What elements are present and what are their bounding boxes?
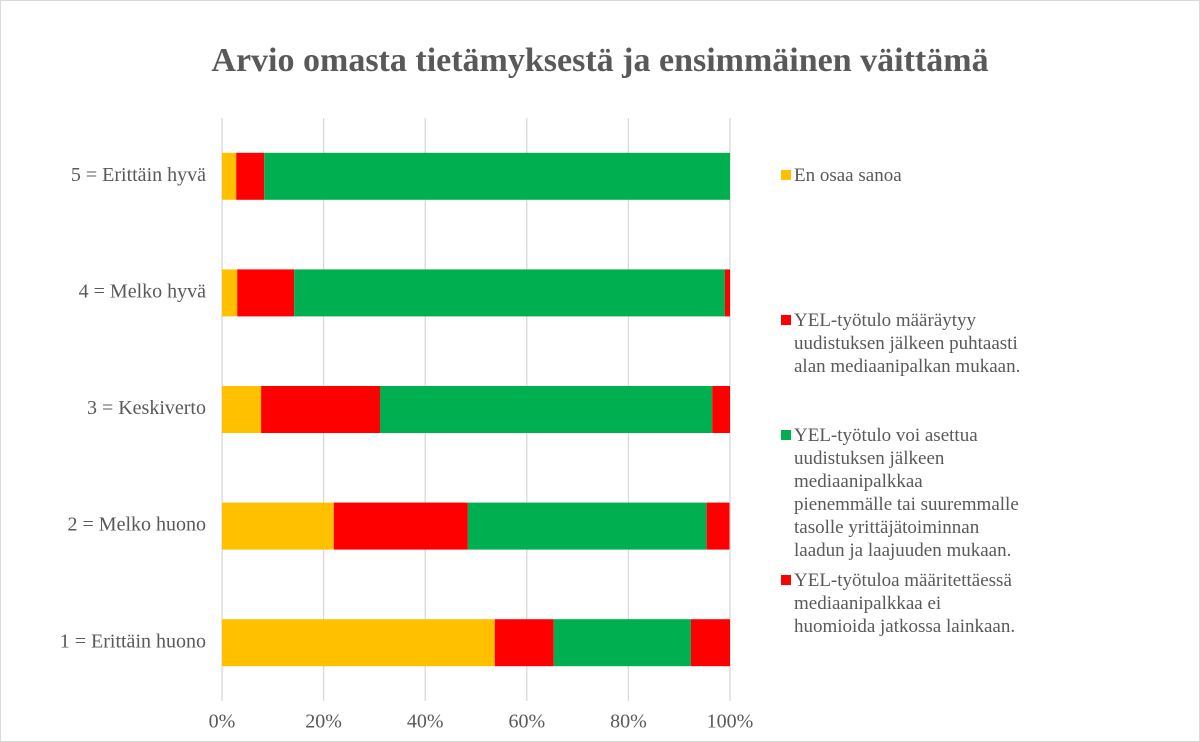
bar-segment [690, 619, 730, 667]
bar-segment [222, 269, 238, 317]
bar-segment [553, 619, 691, 667]
bar-segment [236, 152, 265, 200]
bar-segment [264, 152, 730, 200]
x-tick-label: 60% [508, 711, 545, 733]
legend-label: YEL-työtulo voi asettua uudistuksen jälk… [794, 425, 1019, 561]
bar-segment [724, 269, 730, 317]
bar-segment [494, 619, 554, 667]
bar-segment [261, 386, 380, 433]
bar-segment [712, 386, 730, 433]
y-tick-label: 5 = Erittäin hyvä [71, 164, 206, 186]
legend-swatch [781, 170, 791, 180]
y-tick-label: 2 = Melko huono [68, 514, 207, 536]
bar-segment [467, 502, 707, 550]
legend-item: YEL-työtulo määräytyy uudistuksen jälkee… [781, 309, 1021, 378]
legend-swatch [781, 430, 791, 440]
x-tick-label: 100% [707, 711, 754, 733]
y-tick-label: 1 = Erittäin huono [60, 630, 206, 652]
bar-segment [706, 502, 730, 550]
legend-label: YEL-työtuloa määritettäessä mediaanipalk… [794, 570, 1016, 637]
legend-item: En osaa sanoa [781, 164, 1021, 187]
bar-segment [237, 269, 295, 317]
chart-title: Arvio omasta tietämyksestä ja ensimmäine… [211, 42, 988, 79]
x-tick-label: 40% [407, 711, 444, 733]
x-tick-label: 80% [610, 711, 647, 733]
legend-item: YEL-työtuloa määritettäessä mediaanipalk… [781, 569, 1021, 638]
bar-segment [222, 152, 237, 200]
bar-segment [222, 619, 495, 667]
y-tick-label: 3 = Keskiverto [87, 397, 206, 419]
x-tick-label: 20% [305, 711, 342, 733]
bar-segment [379, 386, 713, 433]
legend-swatch [781, 575, 791, 585]
bar-segment [222, 386, 262, 433]
legend-label: YEL-työtulo määräytyy uudistuksen jälkee… [794, 310, 1021, 377]
y-tick-label: 4 = Melko hyvä [79, 280, 206, 302]
x-tick-label: 0% [209, 711, 236, 733]
legend-label: En osaa sanoa [794, 165, 902, 186]
bar-segment [294, 269, 725, 317]
bar-segment [333, 502, 468, 550]
bar-segment [222, 502, 334, 550]
legend-swatch [781, 315, 791, 325]
legend-item: YEL-työtulo voi asettua uudistuksen jälk… [781, 424, 1021, 562]
